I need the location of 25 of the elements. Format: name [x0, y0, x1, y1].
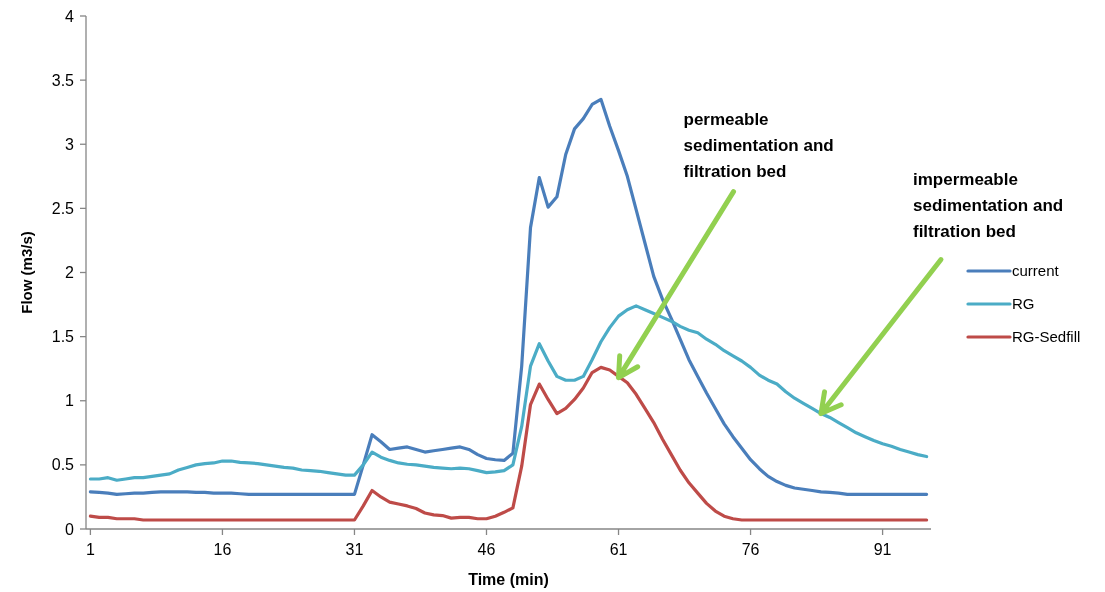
annotation: permeable sedimentation and filtration bed — [683, 109, 834, 181]
x-tick-label: 61 — [609, 541, 628, 558]
x-tick-label: 76 — [741, 541, 760, 558]
y-axis-title: Flow (m3/s) — [18, 231, 35, 314]
x-tick-label: 46 — [477, 541, 496, 558]
x-tick-label: 1 — [85, 541, 95, 558]
x-tick-label: 91 — [873, 541, 892, 558]
y-tick-label: 1 — [65, 392, 75, 410]
x-tick-label: 31 — [345, 541, 364, 558]
y-tick-label: 2 — [65, 264, 75, 282]
legend-label: RG — [1012, 295, 1035, 313]
y-tick-label: 0 — [65, 520, 75, 538]
line-series — [88, 304, 929, 482]
annotation: impermeable sedimentation and filtration bed — [912, 169, 1064, 241]
x-axis-title: Time (min) — [468, 571, 549, 588]
y-tick-label: 0.5 — [51, 456, 75, 474]
legend-label: current — [1012, 262, 1060, 280]
y-tick-label: 1.5 — [51, 328, 75, 346]
y-tick-label: 3.5 — [51, 71, 75, 89]
y-tick-label: 2.5 — [51, 199, 75, 217]
y-tick-label: 4 — [65, 7, 75, 25]
legend-label: RG-Sedfill — [1012, 328, 1081, 346]
line-series — [88, 365, 929, 522]
y-tick-label: 3 — [65, 135, 75, 153]
x-tick-label: 16 — [213, 541, 232, 558]
